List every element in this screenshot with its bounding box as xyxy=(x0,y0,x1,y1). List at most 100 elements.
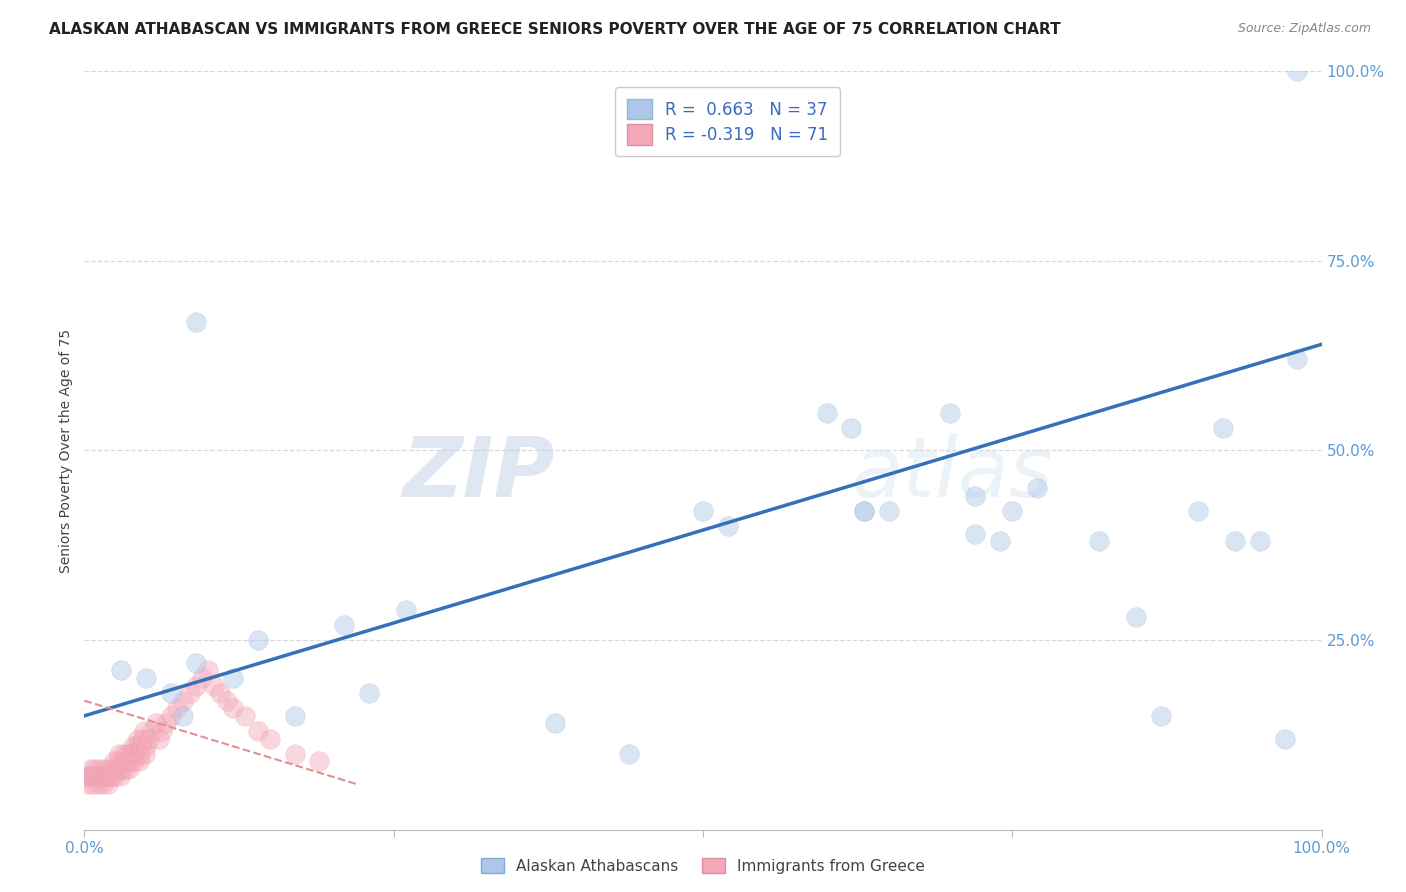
Point xyxy=(395,603,418,617)
Point xyxy=(97,777,120,791)
Point xyxy=(121,739,143,753)
Point xyxy=(184,656,207,670)
Point xyxy=(118,762,141,776)
Point xyxy=(160,708,183,723)
Point xyxy=(815,405,838,420)
Point xyxy=(939,405,962,420)
Point xyxy=(543,716,565,731)
Point xyxy=(1285,352,1308,367)
Point xyxy=(148,731,170,746)
Point xyxy=(84,762,107,776)
Point xyxy=(150,724,173,739)
Text: ALASKAN ATHABASCAN VS IMMIGRANTS FROM GREECE SENIORS POVERTY OVER THE AGE OF 75 : ALASKAN ATHABASCAN VS IMMIGRANTS FROM GR… xyxy=(49,22,1062,37)
Point xyxy=(86,769,108,784)
Point xyxy=(172,708,194,723)
Point xyxy=(617,747,640,761)
Point xyxy=(96,769,118,784)
Point xyxy=(841,421,863,435)
Point xyxy=(114,762,136,776)
Point xyxy=(79,762,101,776)
Point xyxy=(117,747,139,761)
Point xyxy=(110,769,132,784)
Point xyxy=(1223,534,1246,549)
Point xyxy=(197,664,219,678)
Point xyxy=(76,769,98,784)
Point xyxy=(852,504,875,518)
Point xyxy=(107,755,129,769)
Point xyxy=(87,777,110,791)
Point xyxy=(965,489,987,503)
Point xyxy=(1001,504,1024,518)
Point xyxy=(1125,610,1147,624)
Point xyxy=(145,716,167,731)
Point xyxy=(877,504,900,518)
Point xyxy=(115,755,138,769)
Point xyxy=(184,314,207,328)
Point xyxy=(91,777,114,791)
Point xyxy=(127,731,149,746)
Point xyxy=(1187,504,1209,518)
Point xyxy=(89,769,111,784)
Point xyxy=(1249,534,1271,549)
Point xyxy=(172,694,194,708)
Point xyxy=(90,769,112,784)
Point xyxy=(120,747,142,761)
Point xyxy=(179,686,201,700)
Point xyxy=(1026,482,1049,496)
Point xyxy=(105,762,128,776)
Point xyxy=(104,769,127,784)
Point xyxy=(135,671,157,685)
Text: ZIP: ZIP xyxy=(402,433,554,514)
Point xyxy=(1212,421,1234,435)
Point xyxy=(125,739,148,753)
Point xyxy=(77,777,100,791)
Point xyxy=(138,731,160,746)
Point xyxy=(80,769,103,784)
Point xyxy=(110,762,132,776)
Point xyxy=(284,708,307,723)
Point xyxy=(135,739,157,753)
Point xyxy=(108,747,131,761)
Point xyxy=(79,769,101,784)
Legend: Alaskan Athabascans, Immigrants from Greece: Alaskan Athabascans, Immigrants from Gre… xyxy=(475,852,931,880)
Point xyxy=(94,762,117,776)
Point xyxy=(692,504,714,518)
Point xyxy=(124,747,146,761)
Point xyxy=(965,526,987,541)
Y-axis label: Seniors Poverty Over the Age of 75: Seniors Poverty Over the Age of 75 xyxy=(59,328,73,573)
Point xyxy=(134,747,156,761)
Point xyxy=(101,762,124,776)
Point xyxy=(222,701,245,715)
Point xyxy=(259,731,281,746)
Point xyxy=(308,755,330,769)
Point xyxy=(233,708,256,723)
Point xyxy=(1150,708,1173,723)
Point xyxy=(357,686,380,700)
Point xyxy=(112,747,135,761)
Point xyxy=(89,762,111,776)
Point xyxy=(98,769,121,784)
Point xyxy=(129,747,152,761)
Point xyxy=(202,678,225,692)
Point xyxy=(110,664,132,678)
Point xyxy=(98,762,121,776)
Point xyxy=(988,534,1011,549)
Point xyxy=(852,504,875,518)
Point xyxy=(122,755,145,769)
Point xyxy=(717,519,740,533)
Point xyxy=(131,731,153,746)
Point xyxy=(82,777,104,791)
Point xyxy=(284,747,307,761)
Point xyxy=(132,724,155,739)
Point xyxy=(166,701,188,715)
Point xyxy=(128,755,150,769)
Point xyxy=(129,739,152,753)
Point xyxy=(209,686,232,700)
Point xyxy=(83,769,105,784)
Point xyxy=(111,755,134,769)
Legend: R =  0.663   N = 37, R = -0.319   N = 71: R = 0.663 N = 37, R = -0.319 N = 71 xyxy=(616,87,841,156)
Point xyxy=(1285,64,1308,78)
Point xyxy=(184,678,207,692)
Point xyxy=(1274,731,1296,746)
Point xyxy=(246,633,269,648)
